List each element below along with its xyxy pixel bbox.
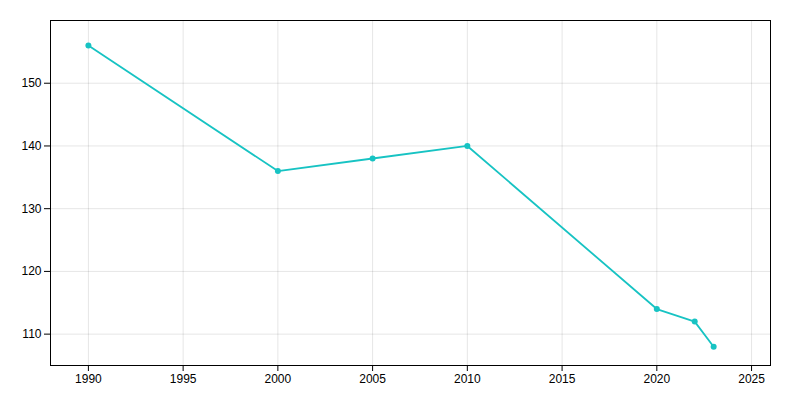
svg-text:2000: 2000 [265,372,292,386]
svg-text:1995: 1995 [170,372,197,386]
svg-text:150: 150 [21,76,41,90]
svg-text:2015: 2015 [549,372,576,386]
svg-text:2020: 2020 [643,372,670,386]
svg-text:120: 120 [21,264,41,278]
svg-text:1990: 1990 [75,372,102,386]
svg-text:2025: 2025 [738,372,765,386]
svg-text:2005: 2005 [359,372,386,386]
svg-text:110: 110 [22,327,41,341]
svg-text:140: 140 [21,139,41,153]
svg-text:2010: 2010 [454,372,481,386]
svg-text:130: 130 [21,202,41,216]
